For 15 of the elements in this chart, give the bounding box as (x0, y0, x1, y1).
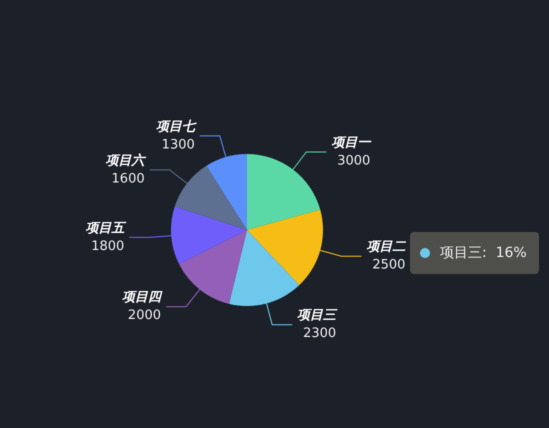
slice-label: 项目五 (85, 220, 126, 236)
slice-label: 项目三 (297, 308, 338, 324)
slice-label: 项目二 (366, 240, 406, 255)
data-label: 1800 (91, 238, 124, 254)
text: 项目三: 16% (440, 244, 527, 262)
slice-label: 项目六 (106, 152, 147, 168)
slice-label: 项目七 (156, 119, 197, 134)
data-label: 2300 (303, 326, 336, 342)
slice-label: 项目四 (122, 290, 164, 306)
data-label: 1600 (112, 171, 145, 186)
data-label: 3000 (337, 153, 370, 168)
slice-label: 项目一 (331, 135, 372, 150)
data-label: 2000 (128, 308, 162, 324)
data-label: 2500 (372, 258, 406, 273)
data-label: 1300 (162, 137, 195, 152)
